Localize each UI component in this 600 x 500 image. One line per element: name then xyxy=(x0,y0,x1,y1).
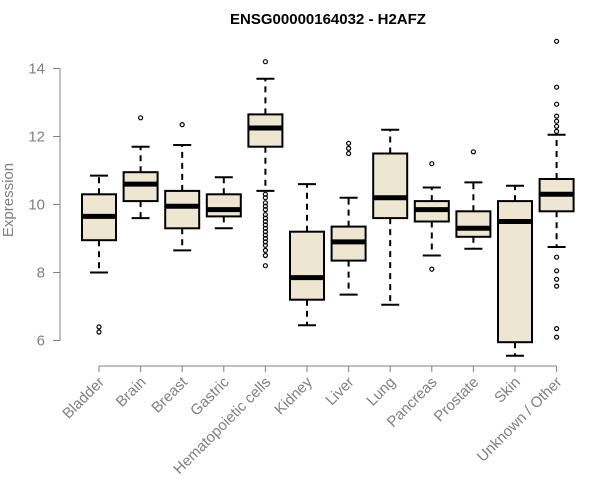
outlier-point xyxy=(262,195,268,201)
outlier-point xyxy=(262,235,268,242)
outlier-point xyxy=(138,115,144,121)
outlier-point xyxy=(262,242,268,248)
outlier-point xyxy=(429,266,435,272)
outlier-point xyxy=(262,215,268,221)
y-tick-label: 10 xyxy=(28,197,45,214)
box-group xyxy=(122,115,159,220)
outlier-point xyxy=(553,123,560,129)
outlier-point xyxy=(553,38,560,44)
box-group xyxy=(330,140,367,296)
x-tick-label: Breast xyxy=(148,373,191,416)
box-group xyxy=(413,161,450,272)
box-group xyxy=(372,128,409,306)
outlier-point xyxy=(262,252,268,259)
y-tick-label: 8 xyxy=(37,265,45,282)
outlier-point xyxy=(553,326,560,332)
iqr-box xyxy=(455,210,492,238)
y-tick-label: 14 xyxy=(28,61,45,78)
outlier-point xyxy=(262,59,268,65)
x-tick-label: Skin xyxy=(491,374,524,407)
x-tick-label: Brain xyxy=(113,374,150,411)
iqr-box xyxy=(247,113,284,148)
box-group xyxy=(538,38,575,340)
x-tick-label: Kidney xyxy=(271,373,316,418)
outlier-point xyxy=(96,324,102,330)
outlier-point xyxy=(96,329,102,335)
outlier-point xyxy=(346,145,352,151)
outlier-point xyxy=(262,200,268,206)
outlier-point xyxy=(553,254,560,260)
outlier-point xyxy=(553,268,560,274)
y-tick-label: 6 xyxy=(37,333,45,350)
outlier-point xyxy=(262,247,268,253)
outlier-point xyxy=(262,232,268,238)
outlier-point xyxy=(262,263,268,269)
outlier-point xyxy=(262,191,268,197)
outlier-point xyxy=(553,113,560,119)
iqr-box xyxy=(372,152,409,220)
x-tick-label: Liver xyxy=(322,374,357,409)
outlier-point xyxy=(553,118,560,124)
outlier-point xyxy=(346,150,352,157)
box-group xyxy=(81,174,117,335)
outlier-point xyxy=(262,225,268,231)
box-group xyxy=(455,149,492,250)
y-axis-label: Expression xyxy=(0,163,17,237)
x-tick-label: Prostate xyxy=(431,374,483,426)
box-group xyxy=(205,176,242,230)
iqr-box xyxy=(164,189,201,230)
y-tick-label: 12 xyxy=(28,129,45,146)
iqr-box xyxy=(122,171,159,203)
x-tick-label: Lung xyxy=(363,374,399,410)
outlier-point xyxy=(553,276,560,282)
box-group xyxy=(164,121,201,252)
outlier-point xyxy=(553,128,560,134)
outlier-point xyxy=(346,140,352,146)
outlier-point xyxy=(262,207,268,213)
box-group xyxy=(497,184,533,357)
outlier-point xyxy=(553,101,560,107)
iqr-box xyxy=(205,193,242,218)
iqr-box xyxy=(497,200,533,344)
outlier-point xyxy=(262,218,268,225)
plot-area xyxy=(81,38,575,357)
outlier-point xyxy=(470,149,476,155)
outlier-point xyxy=(179,121,185,128)
chart-title: ENSG00000164032 - H2AFZ xyxy=(230,11,426,28)
iqr-box xyxy=(289,230,325,301)
outlier-point xyxy=(429,161,435,167)
outlier-point xyxy=(553,283,560,289)
outlier-point xyxy=(553,84,560,90)
box-group xyxy=(289,183,325,327)
x-tick-label: Bladder xyxy=(59,374,108,423)
box-group xyxy=(247,59,284,269)
outlier-point xyxy=(553,334,560,340)
y-axis: 6 8 10 12 14 xyxy=(28,61,61,350)
